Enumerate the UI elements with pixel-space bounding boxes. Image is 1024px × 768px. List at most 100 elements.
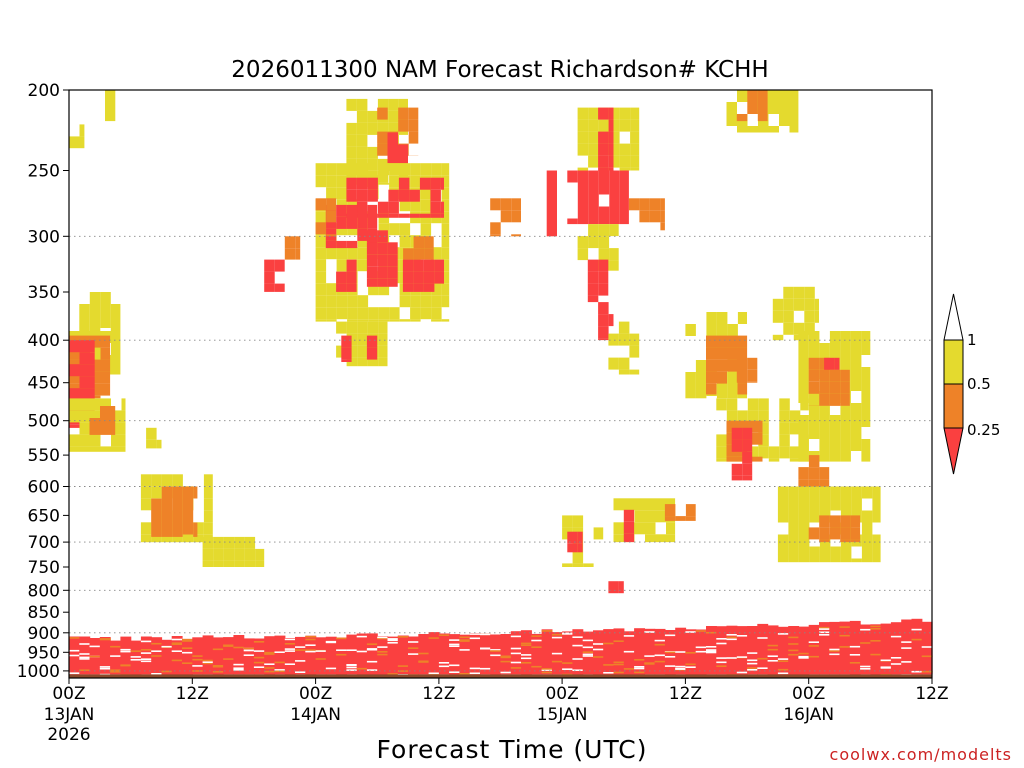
ri-cell: [758, 398, 769, 411]
ri-cell: [850, 515, 861, 528]
ri-cell: [861, 522, 873, 535]
ri-lowlevel-stripe: [551, 652, 563, 655]
ri-cell: [69, 364, 80, 377]
ri-cell: [737, 383, 748, 395]
ri-lowlevel-stripe: [500, 655, 512, 658]
ri-cell: [808, 381, 820, 394]
ri-cell: [609, 155, 620, 168]
ri-lowlevel-stripe: [890, 657, 902, 659]
ri-lowlevel-stripe: [726, 638, 738, 641]
ri-cell: [685, 372, 696, 384]
ri-lowlevel-stripe: [562, 662, 573, 664]
ri-cell: [793, 286, 805, 299]
ri-cell: [598, 107, 609, 120]
ri-cell: [431, 163, 442, 176]
ri-cell: [609, 194, 620, 207]
ri-lowlevel-stripe: [521, 657, 532, 660]
ri-cell: [598, 119, 610, 132]
ri-lowlevel-stripe: [829, 650, 841, 652]
ri-cell: [100, 418, 111, 430]
ri-lowlevel-stripe: [182, 638, 193, 641]
ri-cell: [809, 510, 820, 523]
ri-cell: [346, 259, 357, 272]
ri-lowlevel-stripe: [839, 646, 851, 648]
ri-cell: [388, 189, 399, 202]
ri-cell: [346, 216, 358, 229]
ri-cell: [850, 331, 862, 343]
ri-cell: [419, 177, 431, 190]
ri-cell: [655, 498, 666, 511]
ri-cell: [598, 155, 609, 168]
x-tick-date-label: 13JAN: [44, 705, 95, 725]
ri-lowlevel-stripe: [140, 652, 152, 654]
ri-cell: [326, 234, 337, 237]
ri-cell: [367, 110, 378, 123]
ri-cell: [819, 539, 830, 543]
ri-cell: [341, 359, 352, 362]
ri-cell: [608, 131, 614, 144]
ri-lowlevel-column: [428, 632, 440, 675]
ri-region-43: [736, 357, 758, 383]
ri-lowlevel-stripe: [593, 656, 604, 658]
ri-lowlevel-stripe: [747, 667, 758, 669]
ri-lowlevel-stripe: [130, 659, 142, 661]
ri-lowlevel-stripe: [819, 634, 830, 636]
ri-cell: [326, 307, 337, 320]
ri-lowlevel-stripe: [490, 649, 502, 651]
ri-cell: [111, 434, 122, 447]
ri-lowlevel-stripe: [695, 650, 707, 653]
ri-lowlevel-column: [593, 630, 604, 675]
ri-cell: [824, 357, 835, 370]
ri-cell: [346, 98, 357, 111]
ri-cell: [666, 534, 676, 543]
ri-cell: [357, 295, 369, 308]
ri-cell: [840, 393, 850, 406]
ri-cell: [490, 222, 501, 235]
ri-cell: [716, 347, 727, 360]
ri-cell: [346, 345, 358, 358]
ri-cell: [431, 319, 442, 322]
ri-lowlevel-stripe: [151, 673, 163, 675]
ri-cell: [182, 486, 194, 499]
ri-lowlevel-stripe: [664, 656, 676, 658]
ri-cell: [675, 516, 686, 521]
ri-region-10: [202, 536, 265, 567]
ri-cell: [378, 357, 388, 367]
ri-lowlevel-column: [562, 631, 573, 675]
ri-lowlevel-stripe: [120, 650, 132, 653]
ri-lowlevel-stripe: [274, 651, 286, 653]
ri-cell: [618, 333, 630, 346]
y-tick-label: 500: [28, 412, 60, 432]
ri-lowlevel-column: [613, 628, 625, 675]
ri-lowlevel-stripe: [706, 650, 717, 653]
ri-cell: [808, 391, 820, 403]
ri-cell: [726, 410, 738, 423]
ri-cell: [609, 131, 620, 144]
ri-cell: [326, 319, 337, 322]
ri-cell: [423, 271, 435, 284]
ri-lowlevel-stripe: [849, 645, 861, 648]
ri-cell: [441, 223, 450, 236]
ri-lowlevel-stripe: [89, 645, 101, 648]
ri-cell: [655, 510, 666, 523]
ri-cell: [747, 357, 758, 370]
ri-lowlevel-stripe: [901, 641, 913, 643]
ri-cell: [389, 163, 400, 176]
ri-cell: [347, 295, 358, 308]
ri-cell: [346, 170, 357, 183]
ri-cell: [808, 343, 820, 355]
ri-lowlevel-stripe: [438, 634, 450, 636]
ri-region-47: [824, 357, 840, 370]
ri-lowlevel-column: [860, 624, 871, 675]
ri-lowlevel-stripe: [675, 665, 687, 668]
ri-cell: [366, 266, 378, 279]
ri-lowlevel-column: [264, 636, 276, 675]
ri-cell: [727, 359, 738, 372]
ri-cell: [423, 259, 435, 272]
ri-cell: [366, 347, 378, 360]
ri-cell: [140, 474, 152, 487]
ri-lowlevel-stripe: [531, 646, 543, 648]
ri-cell: [441, 187, 450, 200]
ri-cell: [747, 446, 759, 459]
